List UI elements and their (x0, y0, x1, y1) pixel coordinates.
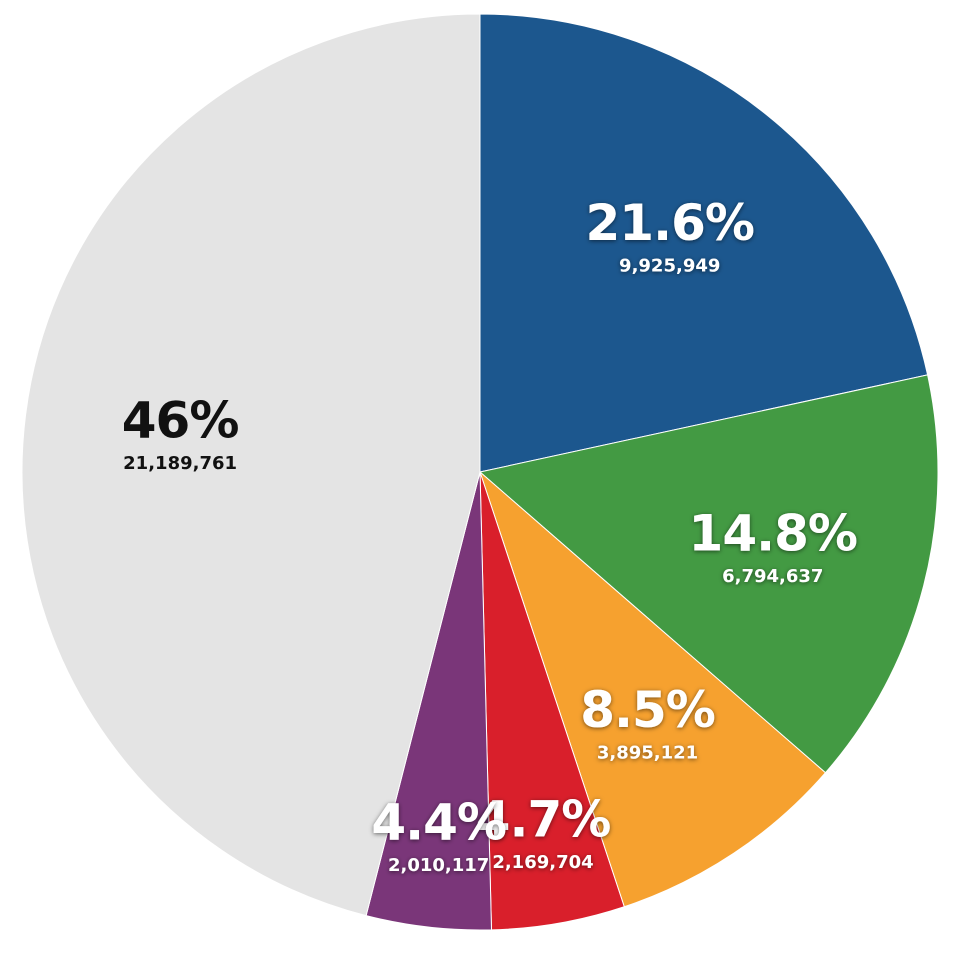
pie-slice (478, 470, 827, 908)
value-label: 8.5% (580, 681, 715, 739)
value-label: 4.7% (476, 790, 611, 848)
count-label: 9,925,949 (619, 256, 720, 277)
count-label: 2,010,117 (388, 855, 489, 876)
count-label: 21,189,761 (123, 453, 237, 474)
count-label: 3,895,121 (597, 743, 698, 764)
pie-slice (478, 374, 939, 774)
pie-slice (479, 13, 929, 473)
pie-slice (21, 13, 481, 917)
value-label: 4.4% (371, 794, 506, 852)
value-label: 14.8% (689, 505, 857, 563)
value-label: 21.6% (586, 194, 754, 252)
value-label: 46% (122, 392, 239, 450)
count-label: 6,794,637 (722, 566, 823, 587)
count-label: 2,169,704 (492, 852, 593, 873)
